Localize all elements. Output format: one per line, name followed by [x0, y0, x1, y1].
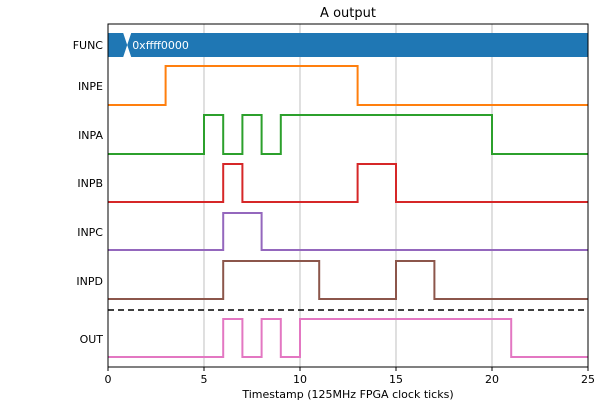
bus-func-trace	[108, 33, 588, 57]
signal-trace-inpb	[108, 163, 588, 203]
x-axis-label: Timestamp (125MHz FPGA clock ticks)	[241, 388, 453, 401]
signal-label-inpc: INPC	[77, 226, 103, 239]
signal-trace-inpc	[108, 212, 588, 251]
signal-traces: 0xffff0000	[108, 33, 588, 358]
signal-label-inpe: INPE	[78, 80, 103, 93]
signal-trace-out	[108, 318, 588, 358]
signal-trace-inpa	[108, 114, 588, 155]
grid-lines	[203, 24, 493, 367]
bus-func-value: 0xffff0000	[132, 39, 189, 52]
signal-trace-inpe	[108, 65, 588, 106]
x-axis-ticks: 0 5 10 15 20 25	[105, 367, 595, 386]
signal-labels: FUNC INPE INPA INPB INPC INPD OUT	[73, 39, 104, 346]
signal-label-inpa: INPA	[78, 129, 103, 142]
signal-label-func: FUNC	[73, 39, 104, 52]
signal-label-out: OUT	[80, 333, 104, 346]
x-tick-label: 0	[105, 373, 112, 386]
x-tick-label: 15	[389, 373, 403, 386]
x-tick-label: 5	[201, 373, 208, 386]
x-tick-label: 25	[581, 373, 595, 386]
plot-frame	[107, 23, 589, 368]
signal-trace-inpd	[108, 260, 588, 300]
signal-label-inpb: INPB	[77, 177, 103, 190]
x-tick-label: 10	[293, 373, 307, 386]
x-tick-label: 20	[485, 373, 499, 386]
chart-title: A output	[320, 6, 376, 21]
signal-label-inpd: INPD	[76, 275, 103, 288]
